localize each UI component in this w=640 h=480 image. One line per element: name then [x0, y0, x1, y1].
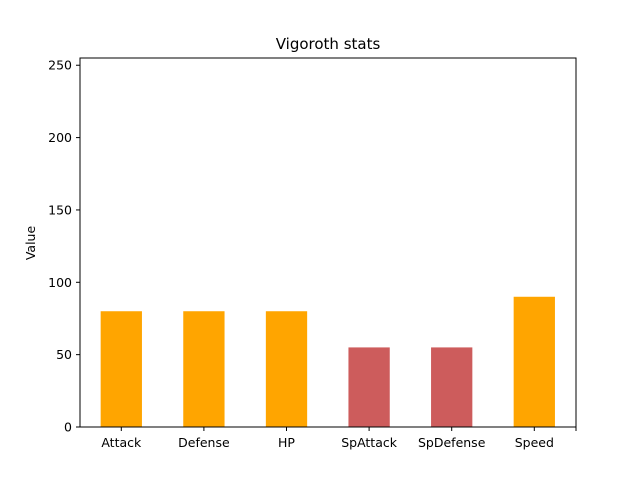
- y-tick-label: 50: [56, 347, 72, 362]
- x-tick-label: SpAttack: [341, 435, 398, 450]
- bar-defense: [183, 311, 225, 427]
- y-tick-label: 250: [48, 58, 72, 73]
- x-tick-label: SpDefense: [418, 435, 486, 450]
- x-tick-label: Attack: [101, 435, 142, 450]
- bar-speed: [513, 296, 555, 427]
- bar-spattack: [348, 347, 390, 427]
- chart-title: Vigoroth stats: [276, 35, 381, 53]
- y-tick-label: 200: [48, 130, 72, 145]
- y-tick-label: 0: [64, 420, 72, 435]
- bar-attack: [100, 311, 142, 427]
- bar-spdefense: [431, 347, 473, 427]
- x-tick-label: HP: [278, 435, 295, 450]
- plot-frame: [79, 57, 577, 428]
- x-tick-label: Defense: [178, 435, 230, 450]
- bar-hp: [265, 311, 308, 427]
- y-axis-label: Value: [23, 226, 38, 261]
- y-axis: 0 50 100 150 200 250: [48, 58, 80, 435]
- bars-group: [100, 296, 555, 427]
- x-axis: Attack Defense HP SpAttack SpDefense Speed: [101, 427, 577, 450]
- y-tick-label: 100: [48, 275, 72, 290]
- y-tick-label: 150: [48, 202, 72, 217]
- x-tick-label: Speed: [515, 435, 554, 450]
